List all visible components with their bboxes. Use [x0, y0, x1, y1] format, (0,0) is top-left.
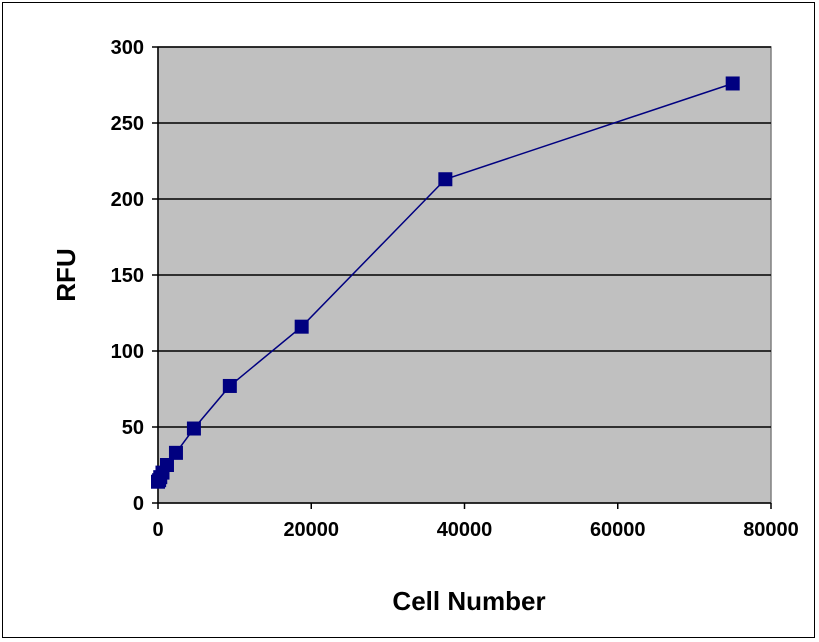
series-layer [151, 76, 740, 489]
x-tick-label: 0 [152, 519, 163, 541]
data-point [438, 172, 453, 187]
y-tick-label: 50 [122, 417, 144, 439]
x-tick-label: 20000 [283, 519, 339, 541]
chart-svg: 0 20000 40000 60000 80000 0 50 100 150 200 250 300… [51, 37, 799, 616]
data-point [168, 445, 183, 460]
x-tick-label: 80000 [743, 519, 799, 541]
x-tick-label: 40000 [437, 519, 493, 541]
y-tick-label: 300 [111, 37, 144, 59]
gridlines [158, 46, 771, 428]
y-axis-title: RFU [51, 248, 81, 301]
data-point [294, 319, 309, 334]
y-tick-label: 150 [111, 265, 144, 287]
y-tick-labels: 0 50 100 150 200 250 300 [111, 37, 144, 515]
data-point [222, 378, 237, 393]
x-axis-title: Cell Number [392, 586, 545, 616]
y-tick-label: 200 [111, 189, 144, 211]
x-tick-label: 60000 [590, 519, 646, 541]
data-point [159, 458, 174, 472]
y-tick-label: 250 [111, 113, 144, 135]
y-tick-label: 100 [111, 341, 144, 363]
y-tick-label: 0 [133, 493, 144, 515]
data-point [725, 76, 740, 91]
x-tick-labels: 0 20000 40000 60000 80000 [152, 519, 798, 541]
axes [152, 46, 772, 509]
data-point [186, 421, 201, 436]
